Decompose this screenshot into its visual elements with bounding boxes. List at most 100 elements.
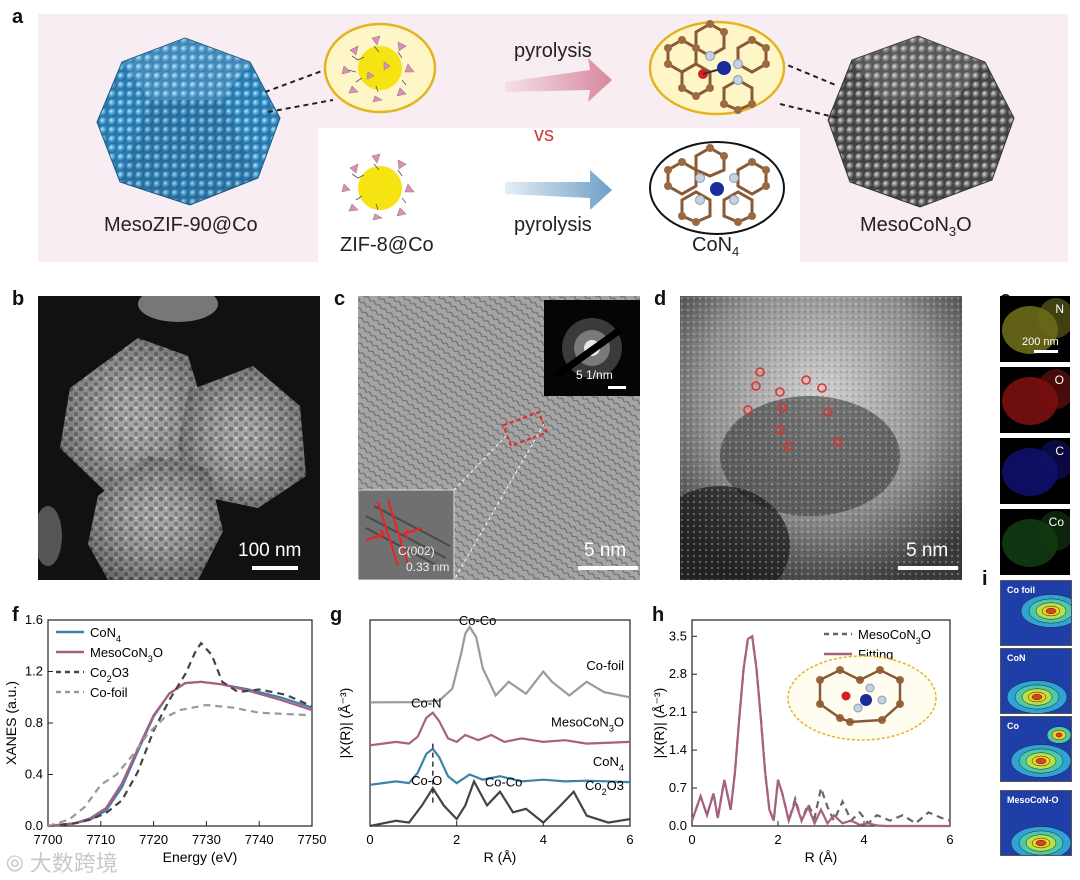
x-tick-label: 4 xyxy=(540,832,547,847)
vs-label: vs xyxy=(534,124,554,146)
fit-series-1 xyxy=(690,634,950,828)
con3o-structure xyxy=(648,20,786,116)
scale-bar-d xyxy=(898,566,958,570)
xanes-chart: 7700 7710 7720 7730 7740 7750 0.0 0.4 0.8 1.2 1.6 E… xyxy=(3,612,327,865)
zif8-cluster xyxy=(341,153,415,221)
legend-entry: CoN4 xyxy=(90,625,121,644)
eds-map-o: O xyxy=(1000,367,1070,433)
panel-letter-d: d xyxy=(654,288,667,310)
wavelet-title: MesoCoN-O xyxy=(1007,795,1059,805)
x-tick-label: 7740 xyxy=(245,832,274,847)
scale-bar-e xyxy=(1034,350,1058,353)
xanes-series-2 xyxy=(47,641,313,828)
scale-label-c: 5 nm xyxy=(584,540,627,561)
eds-map-label: Co xyxy=(1048,515,1064,529)
x-axis-label: Energy (eV) xyxy=(163,849,238,865)
zif90-cluster-ellipse xyxy=(323,22,437,114)
eds-map-c: C xyxy=(1000,438,1070,504)
xanes-series-1 xyxy=(47,680,313,828)
wavelet-title: Co xyxy=(1007,721,1019,731)
annotation-label: Co-Co xyxy=(485,775,523,790)
pyrolysis-label-top: pyrolysis xyxy=(514,40,592,62)
scale-label-d: 5 nm xyxy=(906,540,949,561)
legend-entry: MesoCoN3O xyxy=(858,627,931,646)
series-label: CoN4 xyxy=(593,754,624,773)
y-tick-label: 0.0 xyxy=(669,818,687,833)
fit-inset-structure xyxy=(787,655,937,741)
series-label: Co2O3 xyxy=(585,778,624,797)
eds-map-label: O xyxy=(1054,373,1064,387)
x-tick-label: 2 xyxy=(453,832,460,847)
legend-entry: Co2O3 xyxy=(90,665,129,684)
legend-entry: Co-foil xyxy=(90,685,128,700)
wavelet-plot: CoN xyxy=(1000,648,1072,714)
wavelet-plot: Co xyxy=(1000,716,1072,782)
haadf-image-d: 5 nm xyxy=(680,296,962,580)
mesozif-label: MesoZIF-90@Co xyxy=(104,214,258,236)
eds-map-label: N xyxy=(1055,302,1064,316)
x-tick-label: 7730 xyxy=(192,832,221,847)
wavelet-title: CoN xyxy=(1007,653,1026,663)
con4-structure xyxy=(649,141,785,235)
ft-series-1 xyxy=(369,711,631,747)
watermark-logo-icon: ⦾ xyxy=(6,851,30,876)
series-label: MesoCoN3O xyxy=(551,714,624,733)
scheme-svg xyxy=(96,20,1015,235)
zif8-label: ZIF-8@Co xyxy=(340,234,434,256)
eds-map-n: N 200 nm xyxy=(1000,296,1070,362)
x-axis-label: R (Å) xyxy=(805,849,838,865)
y-tick-label: 1.4 xyxy=(669,742,687,757)
eds-map-label: C xyxy=(1055,444,1064,458)
pyrolysis-arrow-top xyxy=(505,58,612,102)
y-tick-label: 1.6 xyxy=(25,612,43,627)
panel-letter-g: g xyxy=(330,604,343,626)
panel-letter-f: f xyxy=(12,604,19,626)
x-tick-label: 7700 xyxy=(34,832,63,847)
panel-letter-i: i xyxy=(982,568,988,590)
y-axis-label: |X(R)| (Å⁻³) xyxy=(337,688,353,759)
y-tick-label: 3.5 xyxy=(669,628,687,643)
xanes-series-3 xyxy=(47,703,313,828)
panel-letter-b: b xyxy=(12,288,25,310)
x-tick-label: 7710 xyxy=(86,832,115,847)
mesocon-crystal xyxy=(827,35,1015,208)
x-tick-label: 7750 xyxy=(298,832,327,847)
watermark: ⦾ 大数跨境 xyxy=(6,851,118,876)
saed-scale-bar xyxy=(608,386,626,389)
y-tick-label: 0.7 xyxy=(669,780,687,795)
con4-label: CoN4 xyxy=(692,234,740,259)
x-tick-label: 7720 xyxy=(139,832,168,847)
ft-series-2 xyxy=(369,747,631,786)
scale-bar-b xyxy=(252,566,298,570)
panel-letter-c: c xyxy=(334,288,346,310)
x-tick-label: 2 xyxy=(774,832,781,847)
x-axis-label: R (Å) xyxy=(484,849,517,865)
pyrolysis-label-bottom: pyrolysis xyxy=(514,214,592,236)
y-tick-label: 0.4 xyxy=(25,767,43,782)
x-tick-label: 6 xyxy=(626,832,633,847)
plot-frame xyxy=(691,619,951,827)
ft-series-0 xyxy=(369,624,631,704)
ft-exafs-chart: 0 2 4 6 Co-Co Co-N Co-O Co-Co Co-foil MesoCoN3O Co… xyxy=(337,613,634,865)
lattice-plane-label: C(002) xyxy=(398,544,435,558)
panel-letter-h: h xyxy=(652,604,665,626)
mesocon-label: MesoCoN3O xyxy=(860,214,972,239)
x-tick-label: 4 xyxy=(860,832,867,847)
plot-frame xyxy=(47,619,313,827)
fitting-chart: 0 2 4 60.00.71.42.12.83.5 MesoCoN3OFittingR … xyxy=(651,619,954,865)
wavelet-plot: Co foil xyxy=(1000,580,1072,646)
xanes-series-0 xyxy=(47,680,313,828)
mesozif-crystal xyxy=(96,37,281,206)
lattice-spacing-label: 0.33 nm xyxy=(406,560,450,574)
pyrolysis-arrow-bottom xyxy=(505,170,612,210)
scale-bar-c xyxy=(578,566,638,570)
sem-image-b: 100 nm xyxy=(38,296,320,580)
y-axis-label: |X(R)| (Å⁻³) xyxy=(651,688,667,759)
wavelet-plot: MesoCoN-O xyxy=(1000,790,1072,856)
eds-map-co: Co xyxy=(1000,509,1070,575)
plot-frame xyxy=(369,619,631,827)
x-tick-label: 0 xyxy=(688,832,695,847)
hrtem-image-c: 5 1/nm C(002) 0.33 nm 5 nm xyxy=(358,296,640,580)
annotation-label: Co-Co xyxy=(459,613,497,628)
x-tick-label: 0 xyxy=(366,832,373,847)
